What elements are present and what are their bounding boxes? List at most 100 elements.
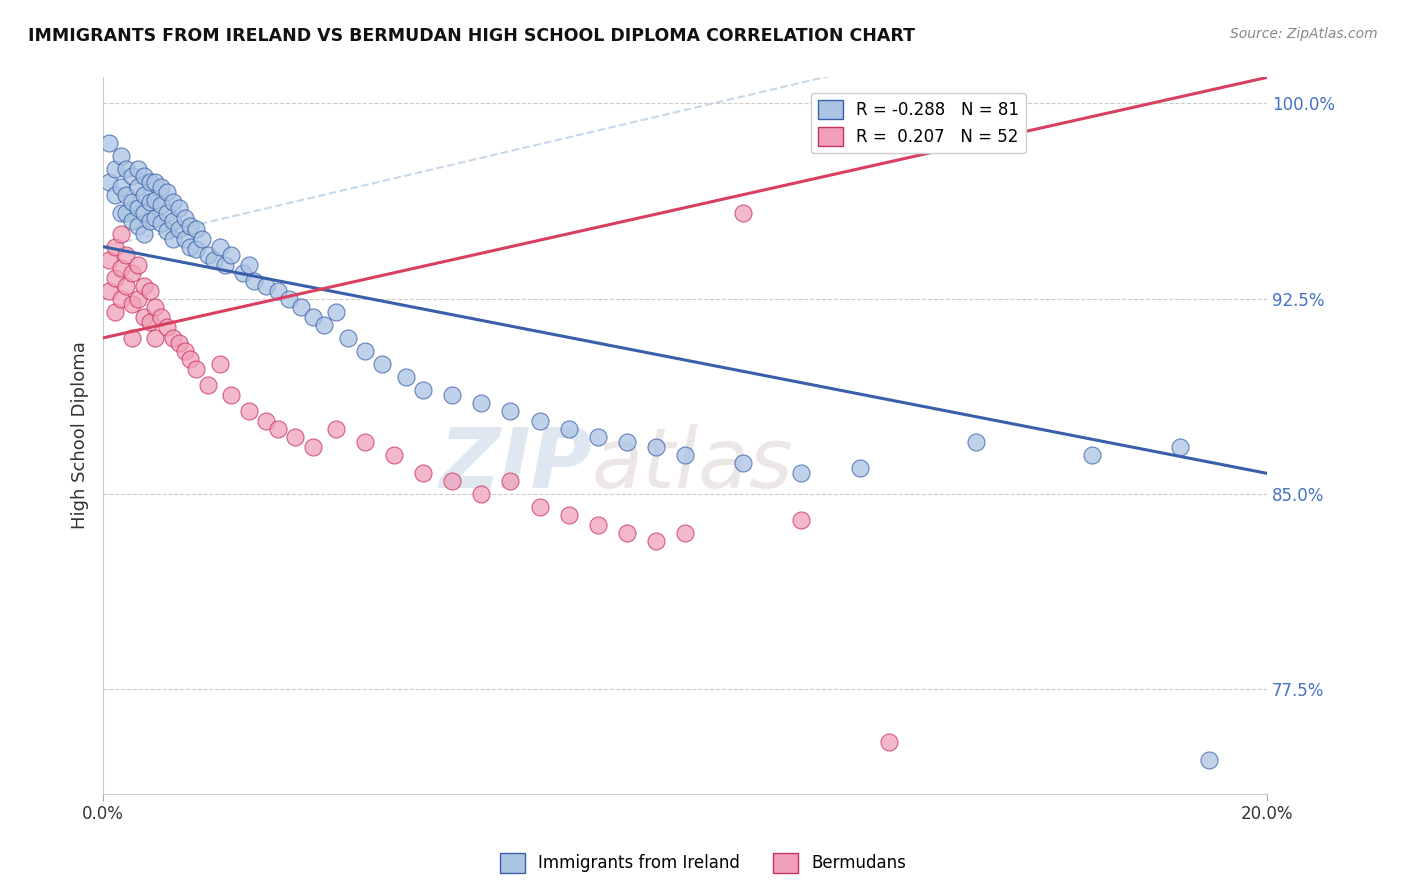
Point [586, 518, 609, 533]
Point [97, 136, 120, 150]
Text: IMMIGRANTS FROM IRELAND VS BERMUDAN HIGH SCHOOL DIPLOMA CORRELATION CHART: IMMIGRANTS FROM IRELAND VS BERMUDAN HIGH… [28, 27, 915, 45]
Point [179, 219, 201, 233]
Point [97, 175, 120, 189]
Point [586, 430, 609, 444]
Point [965, 435, 987, 450]
Point [115, 161, 138, 176]
Point [325, 422, 347, 436]
Point [186, 221, 208, 235]
Point [156, 224, 179, 238]
Point [371, 357, 394, 371]
Point [145, 211, 167, 225]
Point [132, 206, 155, 220]
Point [232, 266, 254, 280]
Point [150, 179, 173, 194]
Point [354, 435, 377, 450]
Point [197, 377, 219, 392]
Point [673, 448, 696, 462]
Point [162, 331, 184, 345]
Point [115, 247, 138, 261]
Point [441, 474, 464, 488]
Point [208, 240, 231, 254]
Point [208, 357, 231, 371]
Point [645, 534, 668, 549]
Point [138, 195, 160, 210]
Point [138, 284, 160, 298]
Point [104, 271, 127, 285]
Point [412, 383, 434, 397]
Point [104, 305, 127, 319]
Point [110, 227, 132, 241]
Point [877, 734, 900, 748]
Point [97, 284, 120, 298]
Text: ZIP: ZIP [439, 424, 592, 505]
Point [278, 292, 301, 306]
Point [121, 169, 143, 184]
Text: atlas: atlas [592, 424, 793, 505]
Point [1081, 448, 1104, 462]
Point [132, 278, 155, 293]
Point [301, 440, 323, 454]
Point [470, 487, 492, 501]
Point [150, 198, 173, 212]
Point [470, 396, 492, 410]
Point [132, 187, 155, 202]
Point [529, 414, 551, 428]
Point [104, 240, 127, 254]
Point [115, 187, 138, 202]
Point [325, 305, 347, 319]
Point [336, 331, 359, 345]
Point [529, 500, 551, 515]
Point [179, 240, 201, 254]
Point [219, 247, 242, 261]
Point [186, 362, 208, 376]
Point [121, 297, 143, 311]
Point [127, 258, 149, 272]
Point [616, 435, 638, 450]
Point [173, 211, 195, 225]
Point [254, 278, 277, 293]
Point [219, 388, 242, 402]
Point [499, 474, 522, 488]
Point [162, 232, 184, 246]
Point [214, 258, 236, 272]
Point [191, 232, 214, 246]
Point [127, 161, 149, 176]
Point [132, 169, 155, 184]
Point [1168, 440, 1191, 454]
Point [138, 213, 160, 227]
Point [110, 179, 132, 194]
Point [162, 213, 184, 227]
Point [301, 310, 323, 324]
Point [132, 227, 155, 241]
Point [127, 292, 149, 306]
Point [145, 300, 167, 314]
Point [150, 310, 173, 324]
Point [138, 175, 160, 189]
Point [499, 404, 522, 418]
Point [167, 201, 190, 215]
Point [202, 252, 225, 267]
Point [243, 274, 266, 288]
Point [314, 318, 336, 332]
Point [197, 247, 219, 261]
Point [104, 161, 127, 176]
Point [645, 440, 668, 454]
Point [127, 219, 149, 233]
Point [110, 260, 132, 275]
Point [150, 216, 173, 230]
Point [127, 179, 149, 194]
Point [733, 206, 755, 220]
Point [121, 266, 143, 280]
Point [254, 414, 277, 428]
Point [1198, 753, 1220, 767]
Point [167, 221, 190, 235]
Point [121, 331, 143, 345]
Legend: R = -0.288   N = 81, R =  0.207   N = 52: R = -0.288 N = 81, R = 0.207 N = 52 [811, 93, 1026, 153]
Point [145, 193, 167, 207]
Point [156, 206, 179, 220]
Point [97, 252, 120, 267]
Point [115, 206, 138, 220]
Point [145, 175, 167, 189]
Y-axis label: High School Diploma: High School Diploma [72, 342, 89, 530]
